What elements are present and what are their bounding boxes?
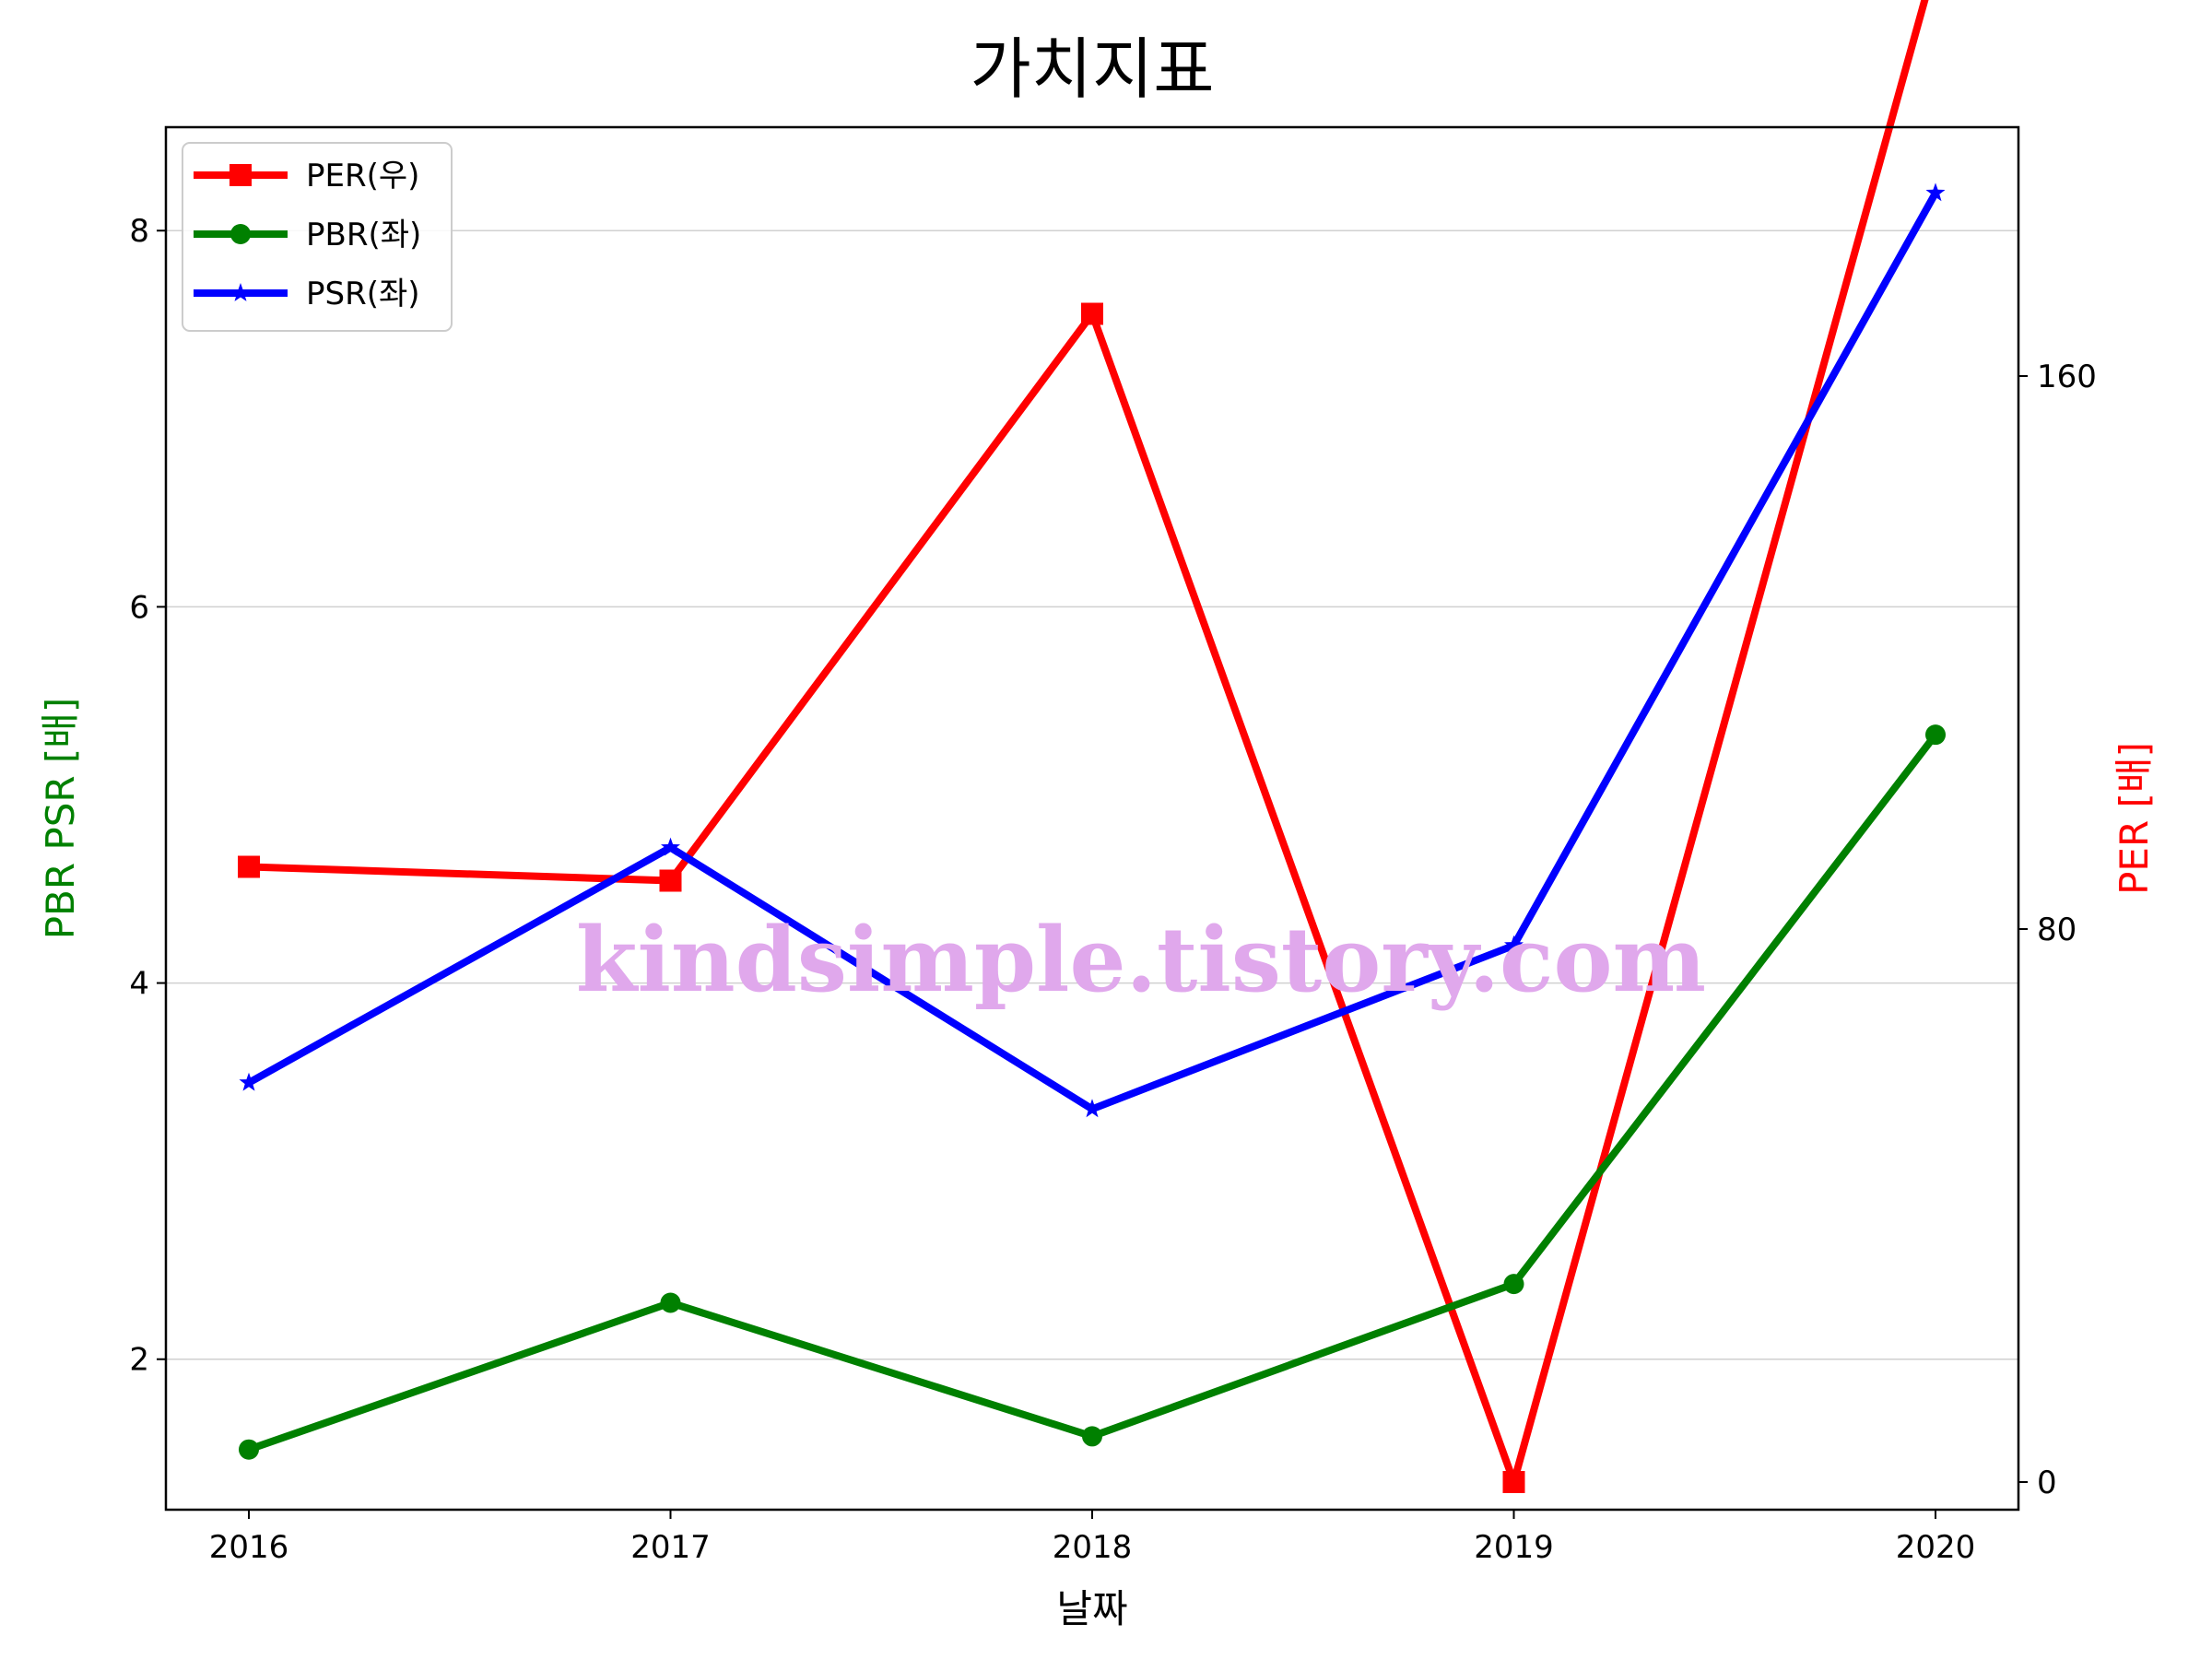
series-point xyxy=(1082,1099,1102,1118)
legend: PER(우) PBR(좌) PSR(좌) xyxy=(182,142,453,332)
legend-label: PSR(좌) xyxy=(306,276,420,312)
y-axis-left-label: PBR PSR [배] xyxy=(38,698,83,940)
x-tick-label: 2019 xyxy=(1474,1529,1554,1566)
x-tick-label: 2017 xyxy=(630,1529,711,1566)
series-2 xyxy=(239,182,1946,1118)
y-left-tick-label: 6 xyxy=(129,589,149,626)
watermark: kindsimple.tistory.com xyxy=(576,908,1706,1012)
series-layer xyxy=(238,0,1946,1493)
series-0 xyxy=(238,0,1929,1493)
legend-label: PBR(좌) xyxy=(306,217,421,253)
legend-marker xyxy=(229,164,252,186)
series-point xyxy=(1925,724,1946,746)
series-point xyxy=(1925,182,1946,202)
series-point xyxy=(1082,1426,1102,1447)
grid xyxy=(166,229,2018,1360)
x-axis-label: 날짜 xyxy=(1056,1586,1127,1631)
y-left-tick-label: 2 xyxy=(129,1342,149,1379)
series-point xyxy=(661,837,680,856)
y-right-tick-label: 0 xyxy=(2037,1465,2057,1501)
series-1 xyxy=(239,724,1946,1460)
series-point xyxy=(1081,302,1103,325)
series-point xyxy=(660,1292,681,1313)
x-tick-label: 2016 xyxy=(209,1529,289,1566)
x-tick-label: 2020 xyxy=(1896,1529,1976,1566)
series-point xyxy=(238,855,260,878)
x-tick-label: 2018 xyxy=(1053,1529,1133,1566)
series-point xyxy=(659,869,682,892)
series-point xyxy=(1504,935,1524,954)
y-right-tick-label: 160 xyxy=(2037,359,2097,395)
legend-marker xyxy=(230,283,251,301)
series-point xyxy=(1502,1471,1525,1493)
series-point xyxy=(239,1072,259,1091)
legend-label: PER(우) xyxy=(306,158,419,194)
y-left-tick-label: 8 xyxy=(129,213,149,250)
legend-marker xyxy=(230,224,251,244)
y-right-tick-label: 80 xyxy=(2037,912,2077,948)
series-point xyxy=(239,1439,259,1460)
y-axis-right-label: PER [배] xyxy=(2112,742,2157,895)
chart-title: 가치지표 xyxy=(971,30,1215,108)
y-left-tick-label: 4 xyxy=(129,966,149,1003)
legend-box xyxy=(182,142,453,332)
series-point xyxy=(1503,1274,1524,1295)
